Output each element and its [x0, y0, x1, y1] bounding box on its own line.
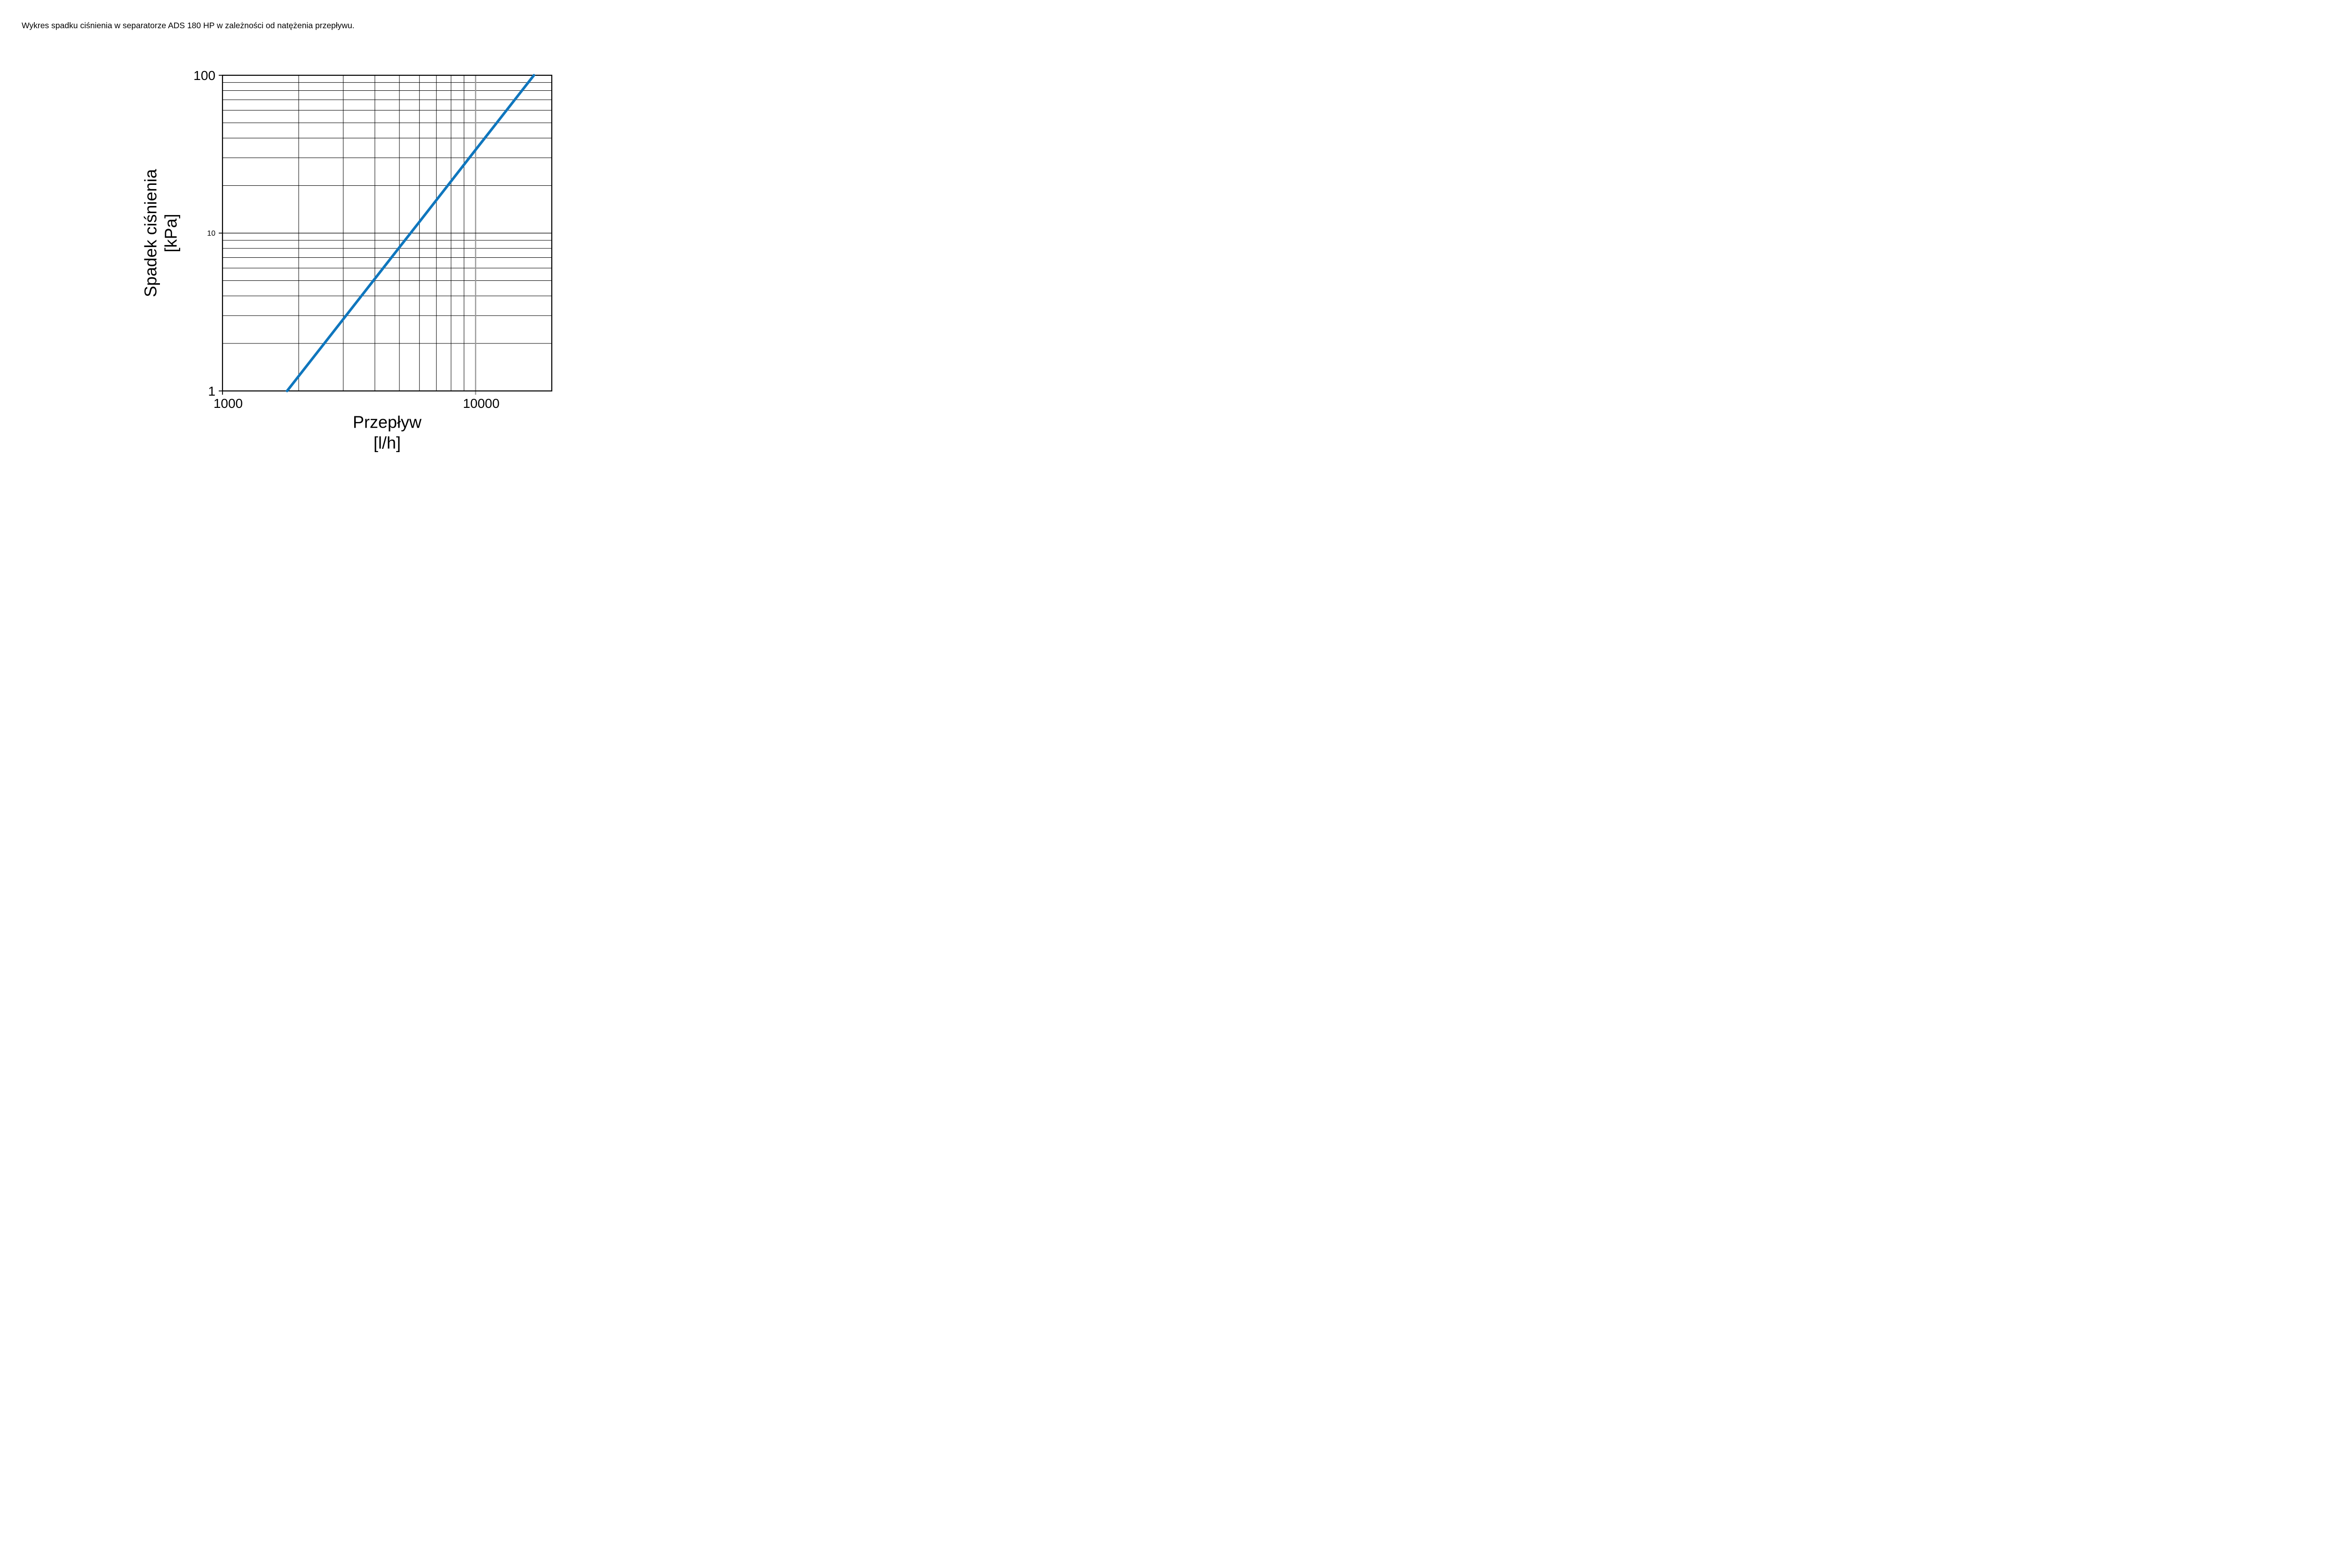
- y-tick-label-1: 1: [208, 384, 215, 398]
- plot-border: [222, 74, 553, 392]
- pressure-drop-chart: 1 10 100 1000 10000 Przepływ[l/h] Spadek ciśni…: [141, 68, 553, 453]
- x-tick-label-10000: 10000: [463, 396, 500, 411]
- x-tick-label-1000: 1000: [214, 396, 243, 411]
- x-axis-title: Przepływ: [353, 413, 422, 432]
- y-axis-unit: [kPa]: [161, 214, 181, 252]
- pressure-drop-line: [286, 74, 535, 392]
- y-tick-label-10: 10: [207, 230, 215, 238]
- y-axis-title: Spadek ciśnienia: [141, 168, 160, 297]
- y-tick-label-100: 100: [193, 68, 215, 83]
- chart-caption: Wykres spadku ciśnienia w separatorze AD…: [22, 21, 355, 30]
- page: Wykres spadku ciśnienia w separatorze AD…: [0, 0, 753, 470]
- x-axis-unit: [l/h]: [373, 433, 401, 453]
